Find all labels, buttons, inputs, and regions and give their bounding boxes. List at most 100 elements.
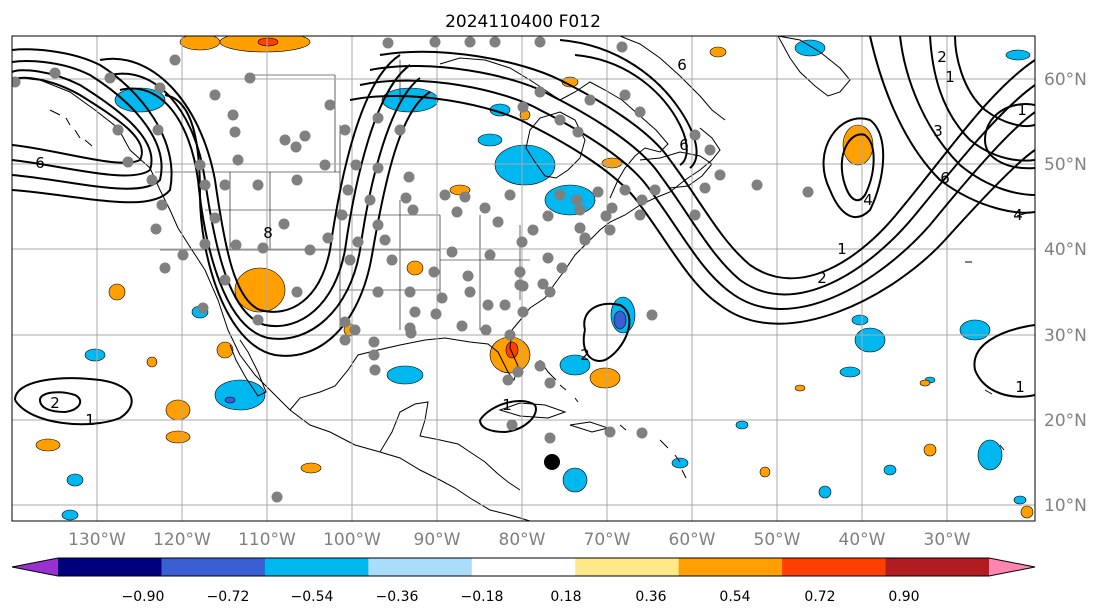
shaded-area [224,396,236,404]
graticule [12,36,1035,521]
station-marker [350,159,362,171]
shaded-area [854,327,886,353]
colorbar-bin [885,558,990,576]
highlight-marker [544,454,560,470]
station-marker [156,199,168,211]
shaded-area [671,457,689,469]
colorbar-bin [264,558,369,576]
station-marker [634,106,646,118]
colorbar-tick-label: −0.36 [376,589,419,605]
lon-label: 110°W [238,530,296,550]
lon-label: 40°W [839,530,886,550]
station-marker [517,306,529,318]
station-marker [319,159,331,171]
lon-label: 50°W [754,530,801,550]
station-marker [554,114,566,126]
colorbar-tick-labels: −0.90 −0.72 −0.54 −0.36 −0.18 0.18 0.36 … [122,589,920,605]
colorbar-tick-label: 0.72 [804,589,835,605]
station-marker [344,254,356,266]
station-marker [504,189,516,201]
station-marker [489,36,501,48]
station-marker [544,432,556,444]
station-marker [514,279,526,291]
shaded-area [386,365,424,385]
station-marker [606,202,618,214]
station-marker [291,174,303,186]
shaded-area [794,39,826,57]
station-marker [252,179,264,191]
station-marker [404,322,416,334]
station-marker [514,266,526,278]
station-marker [252,314,264,326]
shaded-area [794,384,806,392]
shaded-area [505,341,519,359]
shaded-area [108,283,126,301]
shaded-area [1013,495,1027,505]
station-marker [504,329,516,341]
colorbar-bin [575,558,680,576]
station-marker [379,234,391,246]
lat-label: 40°N [1044,240,1087,260]
shaded-area [562,467,588,493]
station-marker [257,242,269,254]
colorbar-bin [161,558,266,576]
shaded-area [234,267,286,313]
colorbar-tick-label: 0.90 [888,589,919,605]
colorbar-bin [368,558,473,576]
station-marker [751,179,763,191]
contour-label: 1 [1017,101,1027,119]
colorbar-tick-label: 0.18 [550,589,581,605]
contour-label: 2 [580,346,590,364]
coastlines [12,36,1031,521]
station-markers [12,36,814,503]
shaded-area [883,464,897,476]
colorbar-bin [678,558,783,576]
station-marker [527,224,539,236]
shaded-area [1005,49,1031,61]
station-marker [403,171,415,183]
shaded-area [165,399,191,421]
lat-label: 60°N [1044,70,1087,90]
station-marker [400,192,412,204]
station-marker [574,204,586,216]
station-marker [537,278,549,290]
station-marker [492,216,504,228]
station-marker [634,209,646,221]
station-marker [459,191,471,203]
colorbar-bin [782,558,887,576]
station-marker [177,249,189,261]
shaded-area [959,319,991,341]
shaded-area [257,37,279,47]
station-marker [571,194,583,206]
station-marker [199,179,211,191]
station-marker [146,174,158,186]
contour-label: 8 [263,224,273,242]
station-marker [199,238,211,250]
station-marker [714,169,726,181]
contour-label: 4 [1013,206,1023,224]
contour-label: 2 [937,48,947,66]
station-marker [232,154,244,166]
lon-label: 130°W [68,530,126,550]
station-marker [349,324,361,336]
station-marker [544,286,556,298]
station-marker [339,334,351,346]
station-marker [464,36,476,48]
station-marker [219,179,231,191]
station-marker [636,427,648,439]
station-marker [802,186,814,198]
colorbar-bin [58,558,162,576]
station-marker [517,101,529,113]
station-marker [339,316,351,328]
shaded-area [559,354,591,376]
contour-label: 6 [679,136,689,154]
station-marker [428,266,440,278]
station-marker [636,194,648,206]
station-marker [480,324,492,336]
contour-label: 6 [677,56,687,74]
station-marker [409,306,421,318]
station-marker [152,124,164,136]
contour-label: 3 [933,122,943,140]
shaded-area [84,348,106,362]
